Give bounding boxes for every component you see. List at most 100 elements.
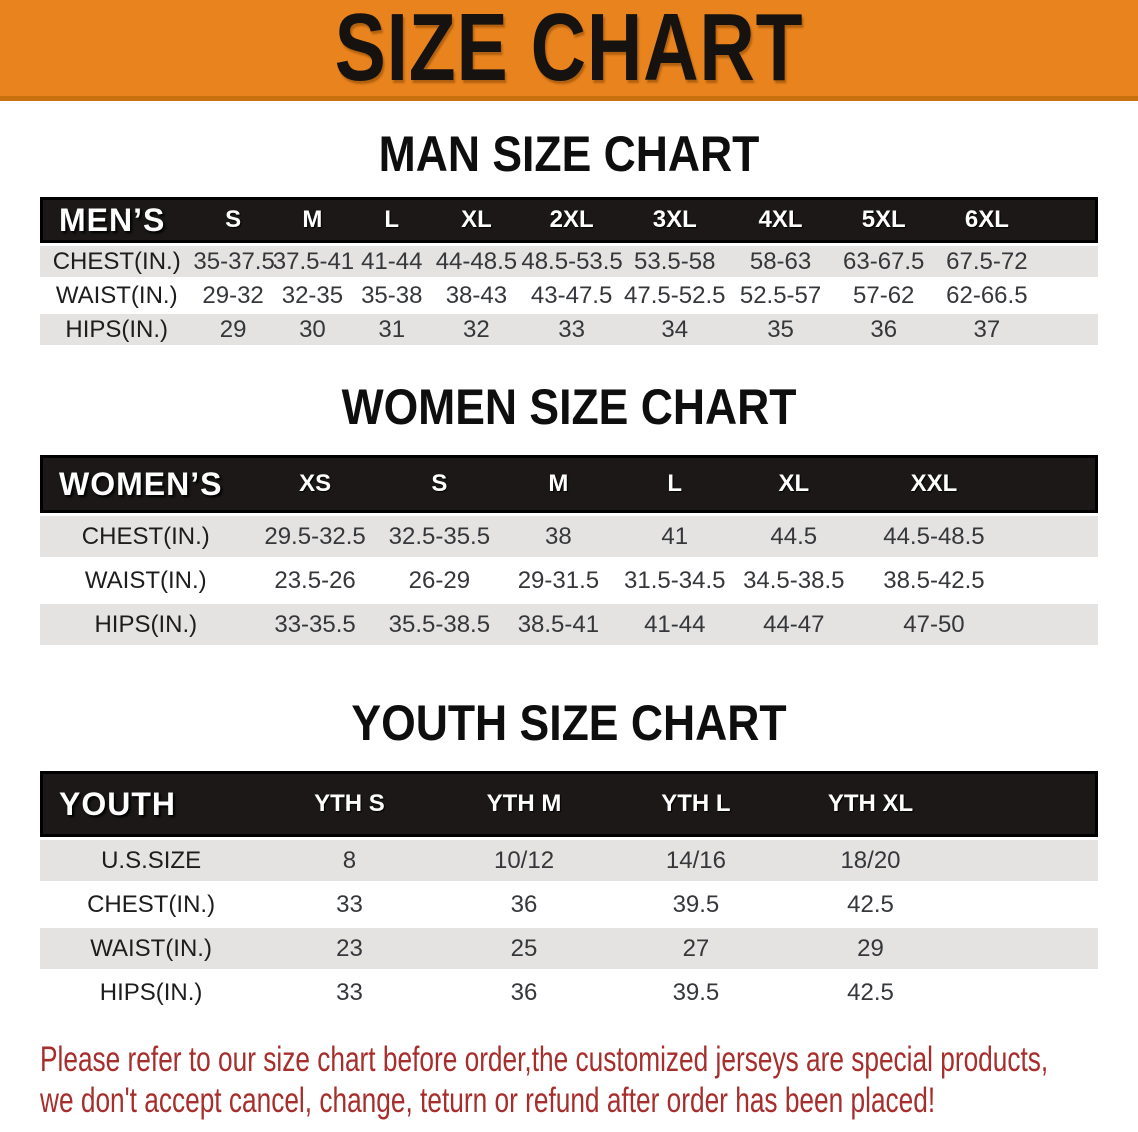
disclaimer: Please refer to our size chart before or… — [40, 1040, 1048, 1122]
size-value: 23 — [262, 928, 437, 969]
size-value: 25 — [436, 928, 612, 969]
row-label: U.S.SIZE — [40, 840, 263, 881]
column-header: 4XL — [727, 197, 834, 243]
column-header: S — [378, 455, 501, 513]
pad-cell — [1013, 560, 1098, 601]
size-value: 30 — [272, 314, 353, 345]
size-value: 44-48.5 — [431, 246, 522, 277]
table-row: U.S.SIZE 8 10/12 14/16 18/20 — [40, 840, 1098, 881]
size-value: 27 — [611, 928, 781, 969]
column-header: L — [352, 197, 432, 243]
size-value: 18/20 — [780, 840, 961, 881]
size-value: 47-50 — [854, 604, 1014, 645]
section-heading: WOMEN SIZE CHART — [341, 379, 797, 435]
size-value: 63-67.5 — [833, 246, 934, 277]
size-value: 47.5-52.5 — [621, 280, 728, 311]
size-value: 39.5 — [611, 972, 781, 1013]
size-value: 10/12 — [436, 840, 612, 881]
size-value: 29-31.5 — [500, 560, 617, 601]
pad-cell — [960, 928, 1098, 969]
size-value: 36 — [833, 314, 934, 345]
size-charts: MAN SIZE CHART MEN’S S M L XL 2XL 3XL 4XL 5XL 6XL C… — [0, 129, 1138, 1016]
size-value: 29 — [193, 314, 273, 345]
row-label: HIPS(IN.) — [40, 972, 263, 1013]
row-label: CHEST(IN.) — [40, 516, 252, 557]
column-header: M — [500, 455, 617, 513]
size-value: 26-29 — [378, 560, 501, 601]
column-header: 6XL — [933, 197, 1040, 243]
column-header: 3XL — [621, 197, 728, 243]
size-value: 58-63 — [727, 246, 834, 277]
column-header: 5XL — [833, 197, 934, 243]
size-value: 31.5-34.5 — [616, 560, 733, 601]
table-row: HIPS(IN.) 33-35.5 35.5-38.5 38.5-41 41-44 44-… — [40, 604, 1098, 645]
section-heading: YOUTH SIZE CHART — [351, 695, 787, 751]
size-value: 29 — [780, 928, 961, 969]
row-label: WAIST(IN.) — [40, 928, 263, 969]
pad-header — [1039, 197, 1098, 243]
table-row: WAIST(IN.) 29-32 32-35 35-38 38-43 43-47.5 47.… — [40, 280, 1098, 311]
table-row: HIPS(IN.) 33 36 39.5 42.5 — [40, 972, 1098, 1013]
column-header: YTH S — [262, 771, 437, 837]
size-table: WOMEN’S XS S M L XL XXL CHEST(IN.) 29.5-32.5 32.5… — [40, 452, 1098, 648]
size-value: 57-62 — [833, 280, 934, 311]
table-row: CHEST(IN.) 29.5-32.5 32.5-35.5 38 41 44.5 44.5… — [40, 516, 1098, 557]
table-row: WAIST(IN.) 23 25 27 29 — [40, 928, 1098, 969]
size-chart-section: YOUTH SIZE CHART YOUTH YTH S YTH M YTH L YTH … — [0, 698, 1138, 1016]
table-header-row: WOMEN’S XS S M L XL XXL — [40, 455, 1098, 513]
size-value: 35-38 — [352, 280, 432, 311]
size-chart-section: WOMEN SIZE CHART WOMEN’S XS S M L XL XXL CHEST(I… — [0, 382, 1138, 648]
size-value: 36 — [436, 972, 612, 1013]
size-value: 35-37.5 — [193, 246, 275, 277]
pad-header — [960, 771, 1098, 837]
table-row: CHEST(IN.) 33 36 39.5 42.5 — [40, 884, 1098, 925]
column-header: XXL — [854, 455, 1014, 513]
pad-header — [1013, 455, 1098, 513]
banner-title: SIZE CHART — [334, 0, 804, 101]
corner-label: YOUTH — [40, 771, 263, 837]
row-label: CHEST(IN.) — [40, 246, 194, 277]
size-value: 44-47 — [732, 604, 855, 645]
size-value: 41-44 — [616, 604, 733, 645]
size-value: 41 — [616, 516, 733, 557]
table-header-row: MEN’S S M L XL 2XL 3XL 4XL 5XL 6XL — [40, 197, 1098, 243]
size-value: 37 — [933, 314, 1040, 345]
size-value: 43-47.5 — [521, 280, 622, 311]
corner-label: MEN’S — [40, 197, 194, 243]
size-value: 34 — [621, 314, 728, 345]
size-value: 35 — [727, 314, 834, 345]
column-header: YTH L — [611, 771, 781, 837]
size-value: 33 — [262, 884, 437, 925]
column-header: L — [616, 455, 733, 513]
pad-cell — [1013, 604, 1098, 645]
size-value: 37.5-41 — [272, 246, 354, 277]
size-value: 32.5-35.5 — [378, 516, 501, 557]
size-value: 39.5 — [611, 884, 781, 925]
size-value: 31 — [352, 314, 432, 345]
size-table: YOUTH YTH S YTH M YTH L YTH XL U.S.SIZE 8 10/12… — [40, 768, 1098, 1016]
row-label: WAIST(IN.) — [40, 560, 252, 601]
size-value: 42.5 — [780, 972, 961, 1013]
column-header: YTH M — [436, 771, 612, 837]
size-value: 38-43 — [431, 280, 522, 311]
size-value: 33-35.5 — [251, 604, 379, 645]
size-value: 32-35 — [272, 280, 353, 311]
column-header: S — [193, 197, 273, 243]
row-label: CHEST(IN.) — [40, 884, 263, 925]
column-header: M — [272, 197, 353, 243]
section-heading: MAN SIZE CHART — [378, 126, 760, 182]
size-value: 41-44 — [352, 246, 432, 277]
column-header: XL — [732, 455, 855, 513]
column-header: XS — [251, 455, 379, 513]
size-value: 38 — [500, 516, 617, 557]
size-value: 29-32 — [193, 280, 273, 311]
size-value: 67.5-72 — [933, 246, 1040, 277]
size-value: 29.5-32.5 — [251, 516, 379, 557]
size-value: 32 — [431, 314, 522, 345]
table-row: HIPS(IN.) 29 30 31 32 33 34 35 36 37 — [40, 314, 1098, 345]
pad-cell — [960, 884, 1098, 925]
size-value: 52.5-57 — [727, 280, 834, 311]
pad-cell — [1039, 314, 1098, 345]
row-label: WAIST(IN.) — [40, 280, 194, 311]
size-table: MEN’S S M L XL 2XL 3XL 4XL 5XL 6XL CHEST(IN.) 35-37… — [40, 194, 1098, 348]
